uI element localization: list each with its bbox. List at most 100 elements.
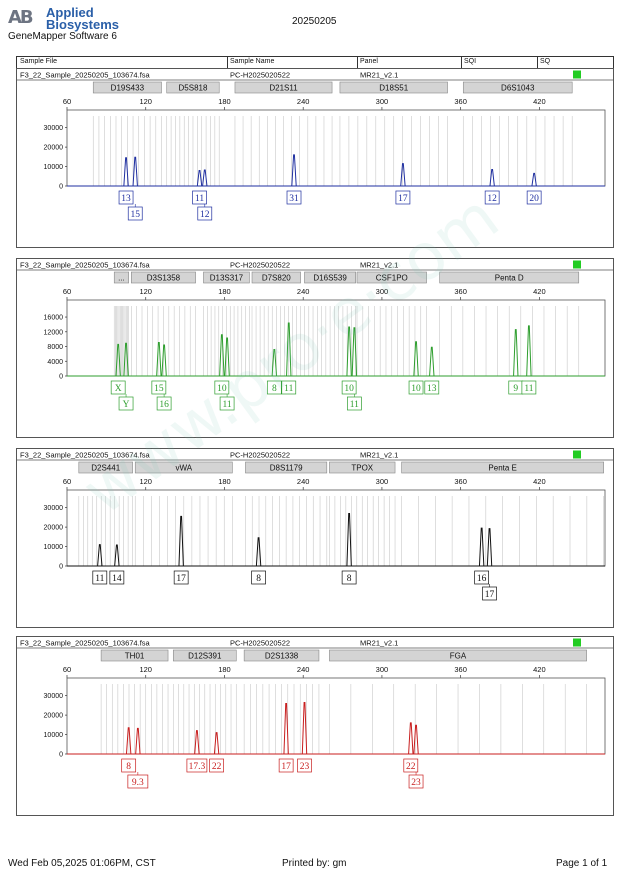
signal-peak[interactable] [219,334,225,377]
y-tick-label: 12000 [44,329,64,336]
signal-peak[interactable] [97,544,103,567]
allele-call-box[interactable] [121,758,137,773]
signal-peak[interactable] [351,327,358,377]
allele-call-label: Y [123,400,130,410]
signal-peak[interactable] [135,727,141,755]
allele-call-box[interactable] [186,758,208,773]
signal-peak[interactable] [478,527,485,567]
signal-peak[interactable] [115,343,121,377]
signal-peak[interactable] [346,513,352,567]
signal-peak[interactable] [286,322,292,377]
marker-bin-box[interactable] [100,649,169,662]
marker-bin-box[interactable] [401,461,604,474]
allele-call-box[interactable] [484,190,500,205]
signal-peak[interactable] [413,341,419,377]
allele-call-box[interactable] [341,570,357,585]
allele-call-box[interactable] [474,570,490,585]
marker-bin-box[interactable] [243,649,320,662]
allele-call-box[interactable] [251,570,266,585]
signal-peak[interactable] [271,348,278,377]
signal-peak[interactable] [283,702,289,755]
marker-bin-box[interactable] [203,271,250,284]
allele-call-box[interactable] [424,380,440,395]
signal-peak[interactable] [531,172,537,187]
signal-peak[interactable] [301,701,308,755]
allele-call-box[interactable] [521,380,537,395]
x-tick-label: 360 [454,665,467,674]
x-tick-label: 360 [454,477,467,486]
signal-peak[interactable] [202,169,208,187]
allele-call-box[interactable] [395,190,411,205]
signal-peak[interactable] [156,341,162,377]
allele-call-box[interactable] [110,380,126,395]
signal-peak[interactable] [178,515,184,567]
signal-peak[interactable] [400,163,406,187]
signal-peak[interactable] [255,537,262,567]
signal-peak[interactable] [489,168,495,187]
allele-call-label: 17 [176,574,186,584]
marker-bin-box[interactable] [251,271,301,284]
signal-peak[interactable] [291,154,297,187]
signal-peak[interactable] [114,544,120,567]
allele-call-box[interactable] [278,758,294,773]
signal-peak[interactable] [196,169,203,187]
signal-peak[interactable] [513,329,519,377]
signal-peak[interactable] [429,346,435,377]
allele-call-label: 17 [398,194,408,204]
allele-call-box[interactable] [526,190,542,205]
marker-bin-box[interactable] [92,81,162,94]
allele-call-box[interactable] [403,758,419,773]
signal-peak[interactable] [526,325,532,377]
signal-peak[interactable] [224,337,230,377]
allele-call-box[interactable] [408,380,424,395]
allele-call-box[interactable] [297,758,312,773]
allele-call-box[interactable] [266,380,282,395]
brand-name: Applied Biosystems [46,6,119,31]
marker-bin-box[interactable] [329,649,587,662]
signal-peak[interactable] [213,732,220,755]
allele-call-box[interactable] [214,380,230,395]
signal-peak[interactable] [194,730,200,755]
signal-peak[interactable] [132,156,138,187]
signal-peak[interactable] [413,724,419,755]
marker-bin-box[interactable] [439,271,580,284]
allele-call-box[interactable] [92,570,108,585]
marker-bin-box[interactable] [304,271,356,284]
allele-call-box[interactable] [281,380,297,395]
allele-call-box[interactable] [118,190,134,205]
marker-bin-box[interactable] [462,81,573,94]
marker-bin-box[interactable] [166,81,220,94]
allele-call-box[interactable] [151,380,167,395]
marker-bin-box[interactable] [245,461,328,474]
allele-call-box[interactable] [286,190,302,205]
marker-bin-box[interactable] [329,461,396,474]
signal-peak[interactable] [125,727,132,755]
allele-call-label: 14 [112,574,122,584]
marker-bin-box[interactable] [113,271,129,284]
marker-bin-box[interactable] [130,271,196,284]
marker-bin-box[interactable] [134,461,233,474]
marker-label: D21S11 [269,84,298,93]
allele-call-box[interactable] [109,570,125,585]
signal-peak[interactable] [161,344,167,377]
marker-bin-box[interactable] [78,461,133,474]
allele-call-label: 15 [154,384,164,394]
allele-call-label: 17.3 [189,762,206,772]
marker-bin-box[interactable] [339,81,448,94]
signal-peak[interactable] [408,722,414,755]
x-tick-label: 240 [297,97,310,106]
allele-call-label: 11 [95,574,104,584]
marker-bin-box[interactable] [356,271,427,284]
allele-call-box[interactable] [173,570,189,585]
allele-call-box[interactable] [341,380,357,395]
allele-call-label: 15 [130,210,140,220]
signal-peak[interactable] [486,528,493,567]
col-sqi: SQI [464,58,477,65]
marker-bin-box[interactable] [172,649,237,662]
allele-call-box[interactable] [192,190,207,205]
signal-peak[interactable] [346,326,352,377]
allele-call-box[interactable] [209,758,224,773]
signal-peak[interactable] [123,157,129,187]
marker-bin-box[interactable] [234,81,333,94]
signal-peak[interactable] [123,342,129,377]
